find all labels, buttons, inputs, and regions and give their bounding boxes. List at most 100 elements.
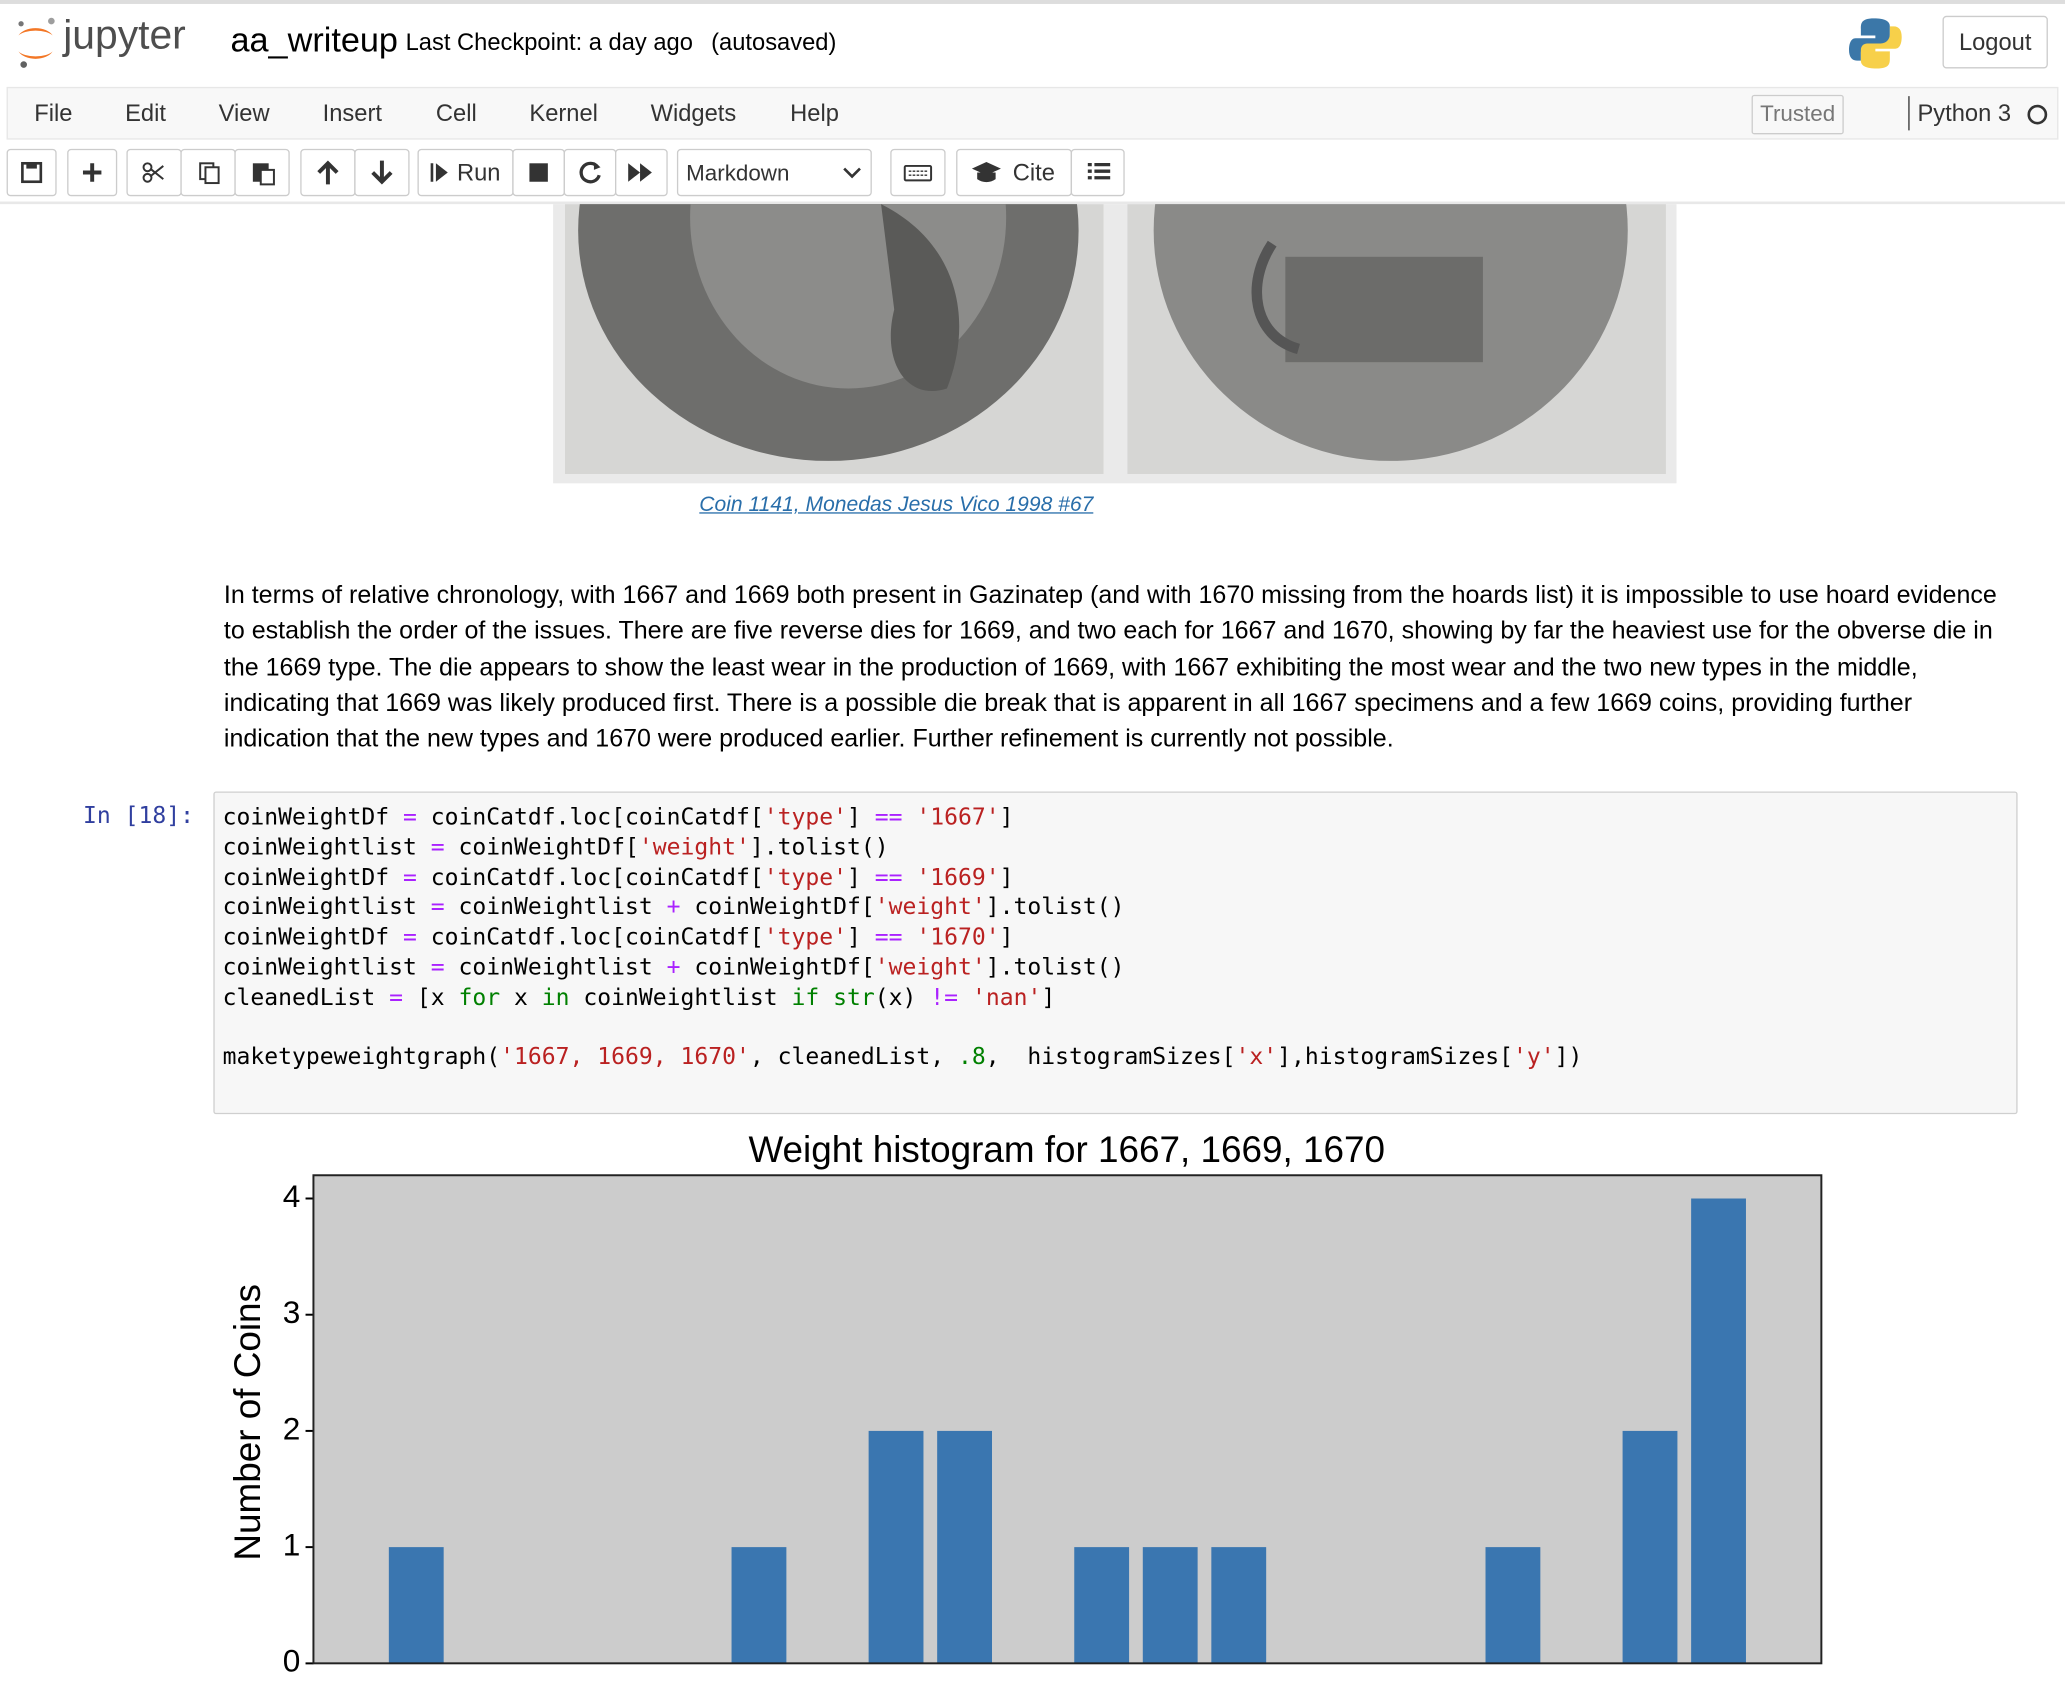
- code-token: coinWeightlist: [444, 954, 667, 982]
- coin-reverse-image: [1127, 204, 1666, 475]
- restart-button[interactable]: [563, 148, 617, 197]
- code-line: maketypeweightgraph('1667, 1669, 1670', …: [223, 1044, 2017, 1074]
- code-token: ]: [846, 804, 875, 832]
- move-up-button[interactable]: [300, 148, 356, 197]
- code-token: maketypeweightgraph(: [222, 1044, 501, 1072]
- code-token: (x): [874, 984, 931, 1012]
- code-token: =: [402, 924, 417, 952]
- notebook-name[interactable]: aa_writeup: [230, 19, 398, 60]
- move-down-button[interactable]: [354, 148, 410, 197]
- code-token: ]: [846, 924, 875, 952]
- code-token: coinWeightlist: [222, 954, 431, 982]
- bar: [388, 1547, 444, 1664]
- code-line: coinWeightlist = coinWeightDf['weight'].…: [223, 833, 2017, 863]
- code-token: 'y': [1513, 1044, 1555, 1072]
- menu-item[interactable]: Kernel: [529, 100, 598, 127]
- code-token: ==: [874, 924, 903, 952]
- kernel-name: Python 3: [1917, 100, 2012, 127]
- code-token: =: [402, 864, 417, 892]
- run-all-button[interactable]: [615, 148, 668, 197]
- code-token: coinCatdf.loc[coinCatdf[: [416, 804, 764, 832]
- code-token: ]: [1041, 984, 1056, 1012]
- insert-button[interactable]: [67, 148, 118, 197]
- list-button[interactable]: [1070, 148, 1125, 197]
- code-token: coinWeightlist: [444, 894, 667, 922]
- code-token: str: [833, 984, 875, 1012]
- trusted-indicator[interactable]: Trusted: [1751, 94, 1844, 135]
- logout-button[interactable]: Logout: [1942, 15, 2048, 69]
- code-line: coinWeightlist = coinWeightlist + coinWe…: [223, 953, 2017, 983]
- cut-button[interactable]: [126, 148, 182, 197]
- bar: [1691, 1198, 1746, 1664]
- code-token: coinCatdf.loc[coinCatdf[: [416, 924, 764, 952]
- kernel-indicator: [2027, 104, 2048, 125]
- menu-item[interactable]: Edit: [125, 100, 166, 127]
- bar: [1211, 1547, 1267, 1664]
- code-token: .8: [957, 1044, 986, 1072]
- autosave-status: (autosaved): [711, 28, 837, 56]
- bar: [1142, 1547, 1198, 1664]
- code-line: coinWeightDf = coinCatdf.loc[coinCatdf['…: [223, 863, 2017, 893]
- bar: [1622, 1430, 1678, 1664]
- code-token: ],histogramSizes[: [1277, 1044, 1514, 1072]
- code-token: for: [458, 984, 501, 1012]
- y-tick-label: 3: [283, 1294, 301, 1330]
- cite-label: Cite: [1012, 159, 1055, 186]
- code-token: '1669': [916, 864, 1000, 892]
- code-token: x: [500, 984, 542, 1012]
- code-token: ].tolist(): [985, 894, 1125, 922]
- menu-item[interactable]: Widgets: [650, 100, 737, 127]
- code-line: coinWeightDf = coinCatdf.loc[coinCatdf['…: [223, 923, 2017, 953]
- bar: [937, 1430, 993, 1664]
- chart-title: Weight histogram for 1667, 1669, 1670: [748, 1129, 1385, 1170]
- code-token: =: [430, 954, 445, 982]
- code-token: in: [541, 984, 570, 1012]
- code-token: [x: [402, 984, 459, 1012]
- code-token: , cleanedList,: [749, 1044, 958, 1072]
- menu-item[interactable]: View: [218, 100, 270, 127]
- bar: [1485, 1547, 1541, 1664]
- menu-item[interactable]: File: [34, 100, 73, 127]
- save-button[interactable]: [6, 148, 57, 197]
- keyboard-button[interactable]: [890, 148, 946, 197]
- code-token: 'nan': [971, 984, 1042, 1012]
- menu-item[interactable]: Insert: [322, 100, 382, 127]
- cell-type-select[interactable]: Markdown: [676, 148, 872, 197]
- markdown-text: In terms of relative chronology, with 16…: [223, 582, 1997, 754]
- menu-item[interactable]: Cell: [435, 100, 477, 127]
- image-caption[interactable]: Coin 1141, Monedas Jesus Vico 1998 #67: [699, 493, 1094, 517]
- code-token: , histogramSizes[: [985, 1044, 1236, 1072]
- menu-item[interactable]: Help: [790, 100, 839, 127]
- code-token: !=: [930, 984, 959, 1012]
- code-token: coinWeightDf: [222, 924, 403, 952]
- paste-button[interactable]: [234, 148, 290, 197]
- run-label: Run: [456, 159, 501, 186]
- divider: [1908, 96, 1910, 131]
- code-token: coinWeightDf[: [444, 834, 639, 862]
- code-token: cleanedList: [222, 984, 390, 1012]
- code-token: 'x': [1235, 1044, 1278, 1072]
- coin-image-frame: [553, 204, 1677, 484]
- run-button[interactable]: Run: [417, 148, 514, 197]
- menu-bar: Trusted Python 3 File Edit View Insert Cell K…: [6, 86, 2059, 140]
- code-token: coinWeightlist: [222, 894, 431, 922]
- cite-button[interactable]: Cite: [956, 148, 1073, 197]
- code-token: coinWeightDf[: [680, 894, 875, 922]
- code-token: =: [389, 984, 403, 1012]
- y-tick-label: 2: [283, 1410, 301, 1446]
- jupyter-logo-icon: [18, 17, 55, 68]
- cell-type-label: Markdown: [686, 160, 790, 186]
- code-token: =: [430, 894, 445, 922]
- code-input[interactable]: coinWeightDf = coinCatdf.loc[coinCatdf[ '…: [213, 791, 2018, 1115]
- python-logo: [1849, 18, 1902, 69]
- code-token: ].tolist(): [985, 954, 1125, 982]
- coin-obverse-image: [564, 204, 1104, 475]
- copy-button[interactable]: [180, 148, 236, 197]
- code-token: 'weight': [874, 954, 986, 982]
- y-tick-label: 4: [283, 1178, 301, 1214]
- code-token: ]): [1554, 1044, 1583, 1072]
- code-line: cleanedList = [x for x in coinWeightlist…: [223, 983, 2017, 1013]
- code-token: ]: [999, 804, 1014, 832]
